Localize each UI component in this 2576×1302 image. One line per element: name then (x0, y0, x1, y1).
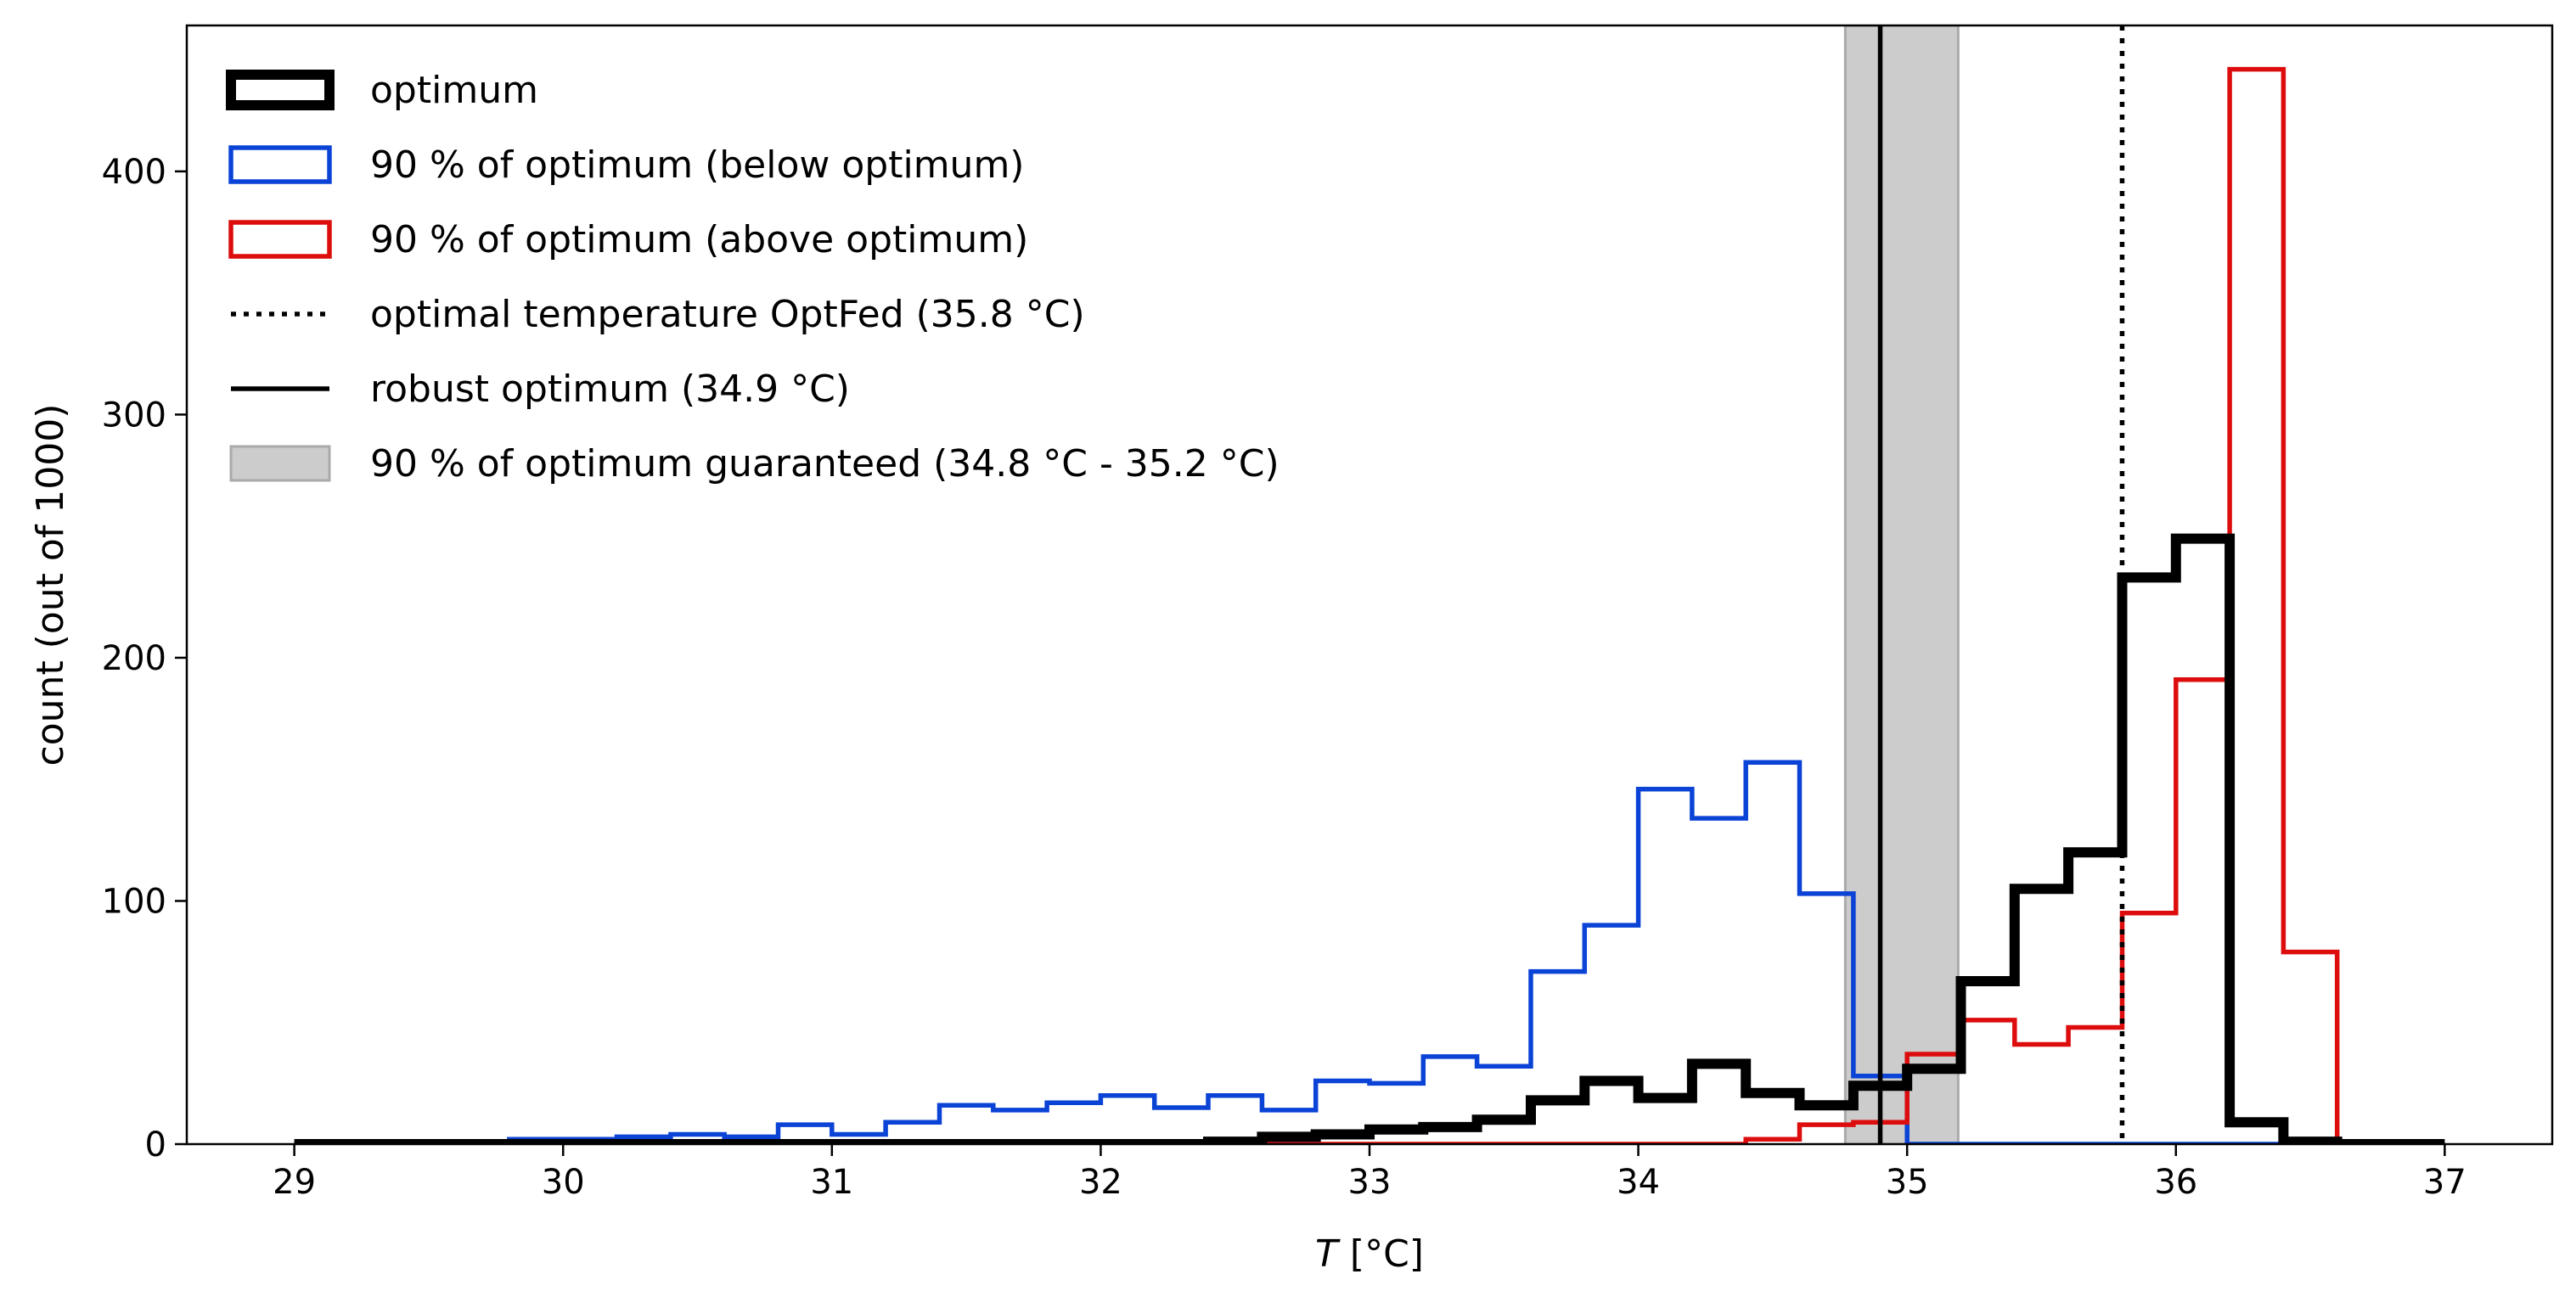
y-tick-label: 400 (102, 153, 166, 192)
legend-swatch-optimum (226, 70, 335, 110)
x-tick-label: 34 (1617, 1163, 1660, 1202)
histogram-above-optimum (294, 66, 2445, 1144)
x-tick-label: 30 (542, 1163, 585, 1202)
legend-label: 90 % of optimum (below optimum) (370, 143, 1024, 187)
plot-data-group (294, 25, 2445, 1144)
legend-swatch-box (228, 220, 332, 259)
y-axis-label: count (out of 1000) (29, 404, 72, 766)
histogram-optimum (294, 533, 2445, 1144)
x-axis-label-variable: T (1315, 1232, 1341, 1276)
x-tick-label: 29 (273, 1163, 316, 1202)
y-tick-label: 100 (102, 882, 166, 921)
legend-label: 90 % of optimum (above optimum) (370, 218, 1028, 261)
legend-swatch-box (228, 145, 332, 184)
legend-label: optimal temperature OptFed (35.8 °C) (370, 293, 1085, 336)
y-tick-label: 200 (102, 639, 166, 678)
legend-label: robust optimum (34.9 °C) (370, 368, 850, 411)
x-tick-label: 36 (2154, 1163, 2197, 1202)
legend-label: 90 % of optimum guaranteed (34.8 °C - 35… (370, 442, 1280, 485)
legend-item: optimum (226, 69, 538, 112)
x-tick-label: 37 (2423, 1163, 2466, 1202)
axes: T [°C] count (out of 1000) 29 30 31 32 33 34 3… (29, 24, 2554, 1276)
legend: optimum 90 % of optimum (below optimum) 90… (226, 69, 1280, 485)
x-axis-label: T [°C] (1315, 1232, 1424, 1276)
x-tick-label: 32 (1079, 1163, 1122, 1202)
x-tick-label: 33 (1348, 1163, 1392, 1202)
x-axis-label-unit: [°C] (1338, 1232, 1424, 1276)
legend-item: 90 % of optimum (above optimum) (228, 218, 1028, 261)
legend-swatch-band (229, 445, 331, 482)
legend-item: 90 % of optimum (below optimum) (228, 143, 1024, 187)
x-tick-label: 31 (810, 1163, 853, 1202)
guaranteed-band (1843, 25, 1960, 1144)
plot-area (294, 25, 2445, 1144)
legend-item: optimal temperature OptFed (35.8 °C) (231, 293, 1085, 336)
histogram-below-optimum (294, 760, 2445, 1144)
y-tick-label: 0 (145, 1125, 166, 1165)
legend-item: robust optimum (34.9 °C) (231, 368, 850, 411)
legend-item: 90 % of optimum guaranteed (34.8 °C - 35… (229, 442, 1280, 485)
y-tick-label: 300 (102, 396, 166, 435)
x-tick-label: 35 (1886, 1163, 1929, 1202)
legend-label: optimum (370, 69, 538, 112)
